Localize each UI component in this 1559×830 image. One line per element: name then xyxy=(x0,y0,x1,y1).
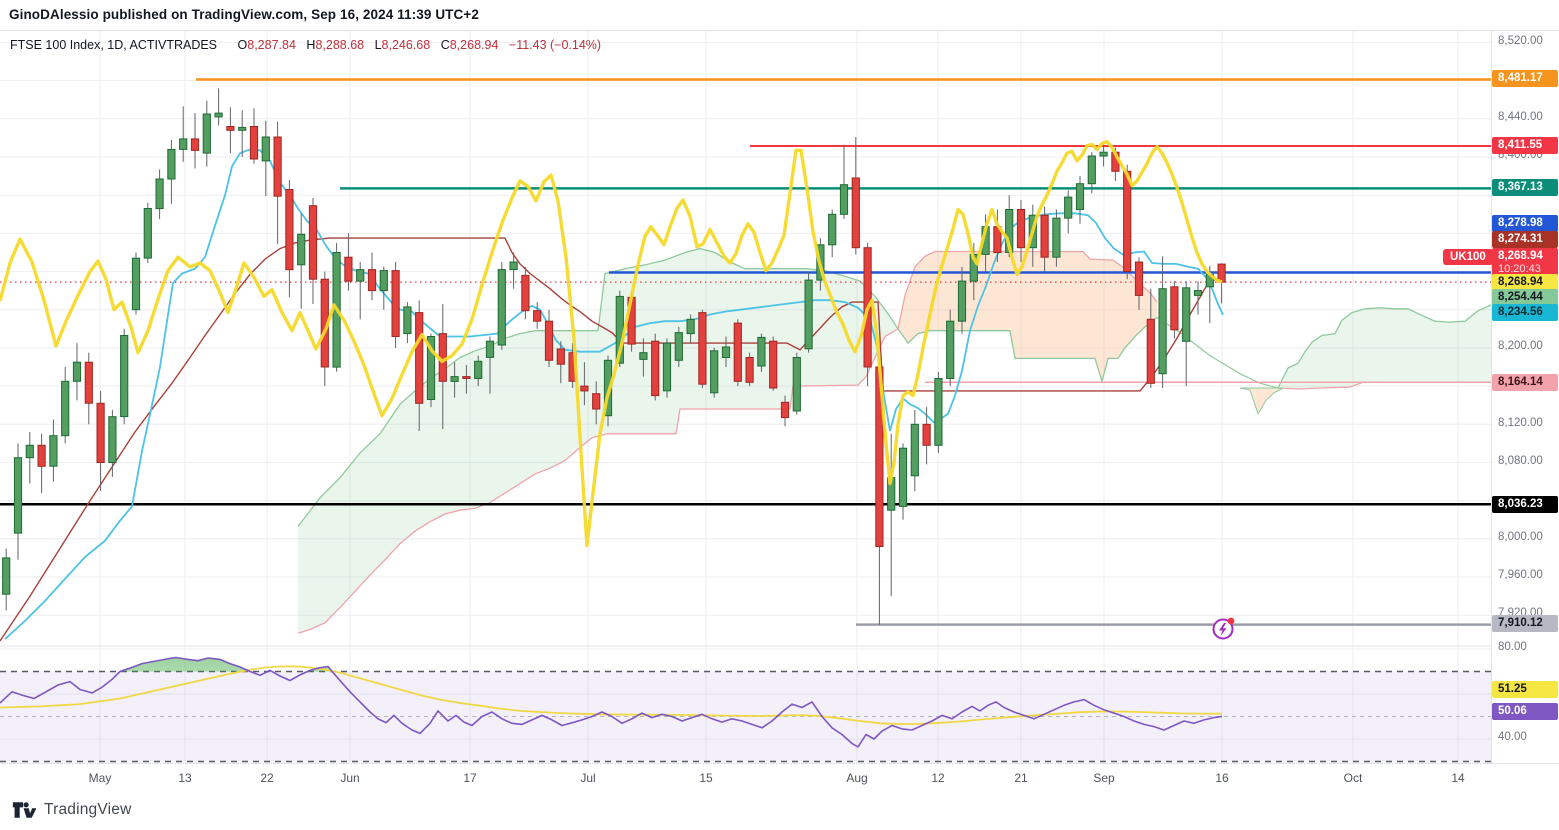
time-axis[interactable] xyxy=(0,763,1559,791)
open-value: 8,287.84 xyxy=(247,38,296,52)
low-label: L xyxy=(374,38,382,52)
tradingview-logo-icon xyxy=(12,802,36,818)
close-value: 8,268.94 xyxy=(449,38,499,52)
footer: TradingView xyxy=(0,791,1559,830)
chart-canvas[interactable] xyxy=(0,31,1559,791)
change-value: −11.43 (−0.14%) xyxy=(508,38,602,52)
close-label: C xyxy=(440,38,450,52)
brand-text: TradingView xyxy=(44,801,132,818)
chart-frame xyxy=(0,30,1559,792)
price-axis[interactable] xyxy=(1491,30,1559,763)
open-label: O xyxy=(237,38,248,52)
ohlc-legend: FTSE 100 Index, 1D, ACTIVTRADES O8,287.8… xyxy=(10,38,601,52)
symbol-tag: UK100 xyxy=(1443,249,1493,265)
publish-byline: GinoDAlessio published on TradingView.co… xyxy=(9,7,479,22)
high-label: H xyxy=(306,38,316,52)
high-value: 8,288.68 xyxy=(315,38,365,52)
tradingview-link[interactable]: TradingView xyxy=(12,800,132,820)
symbol-title: FTSE 100 Index, 1D, ACTIVTRADES xyxy=(10,38,218,52)
low-value: 8,246.68 xyxy=(381,38,431,52)
